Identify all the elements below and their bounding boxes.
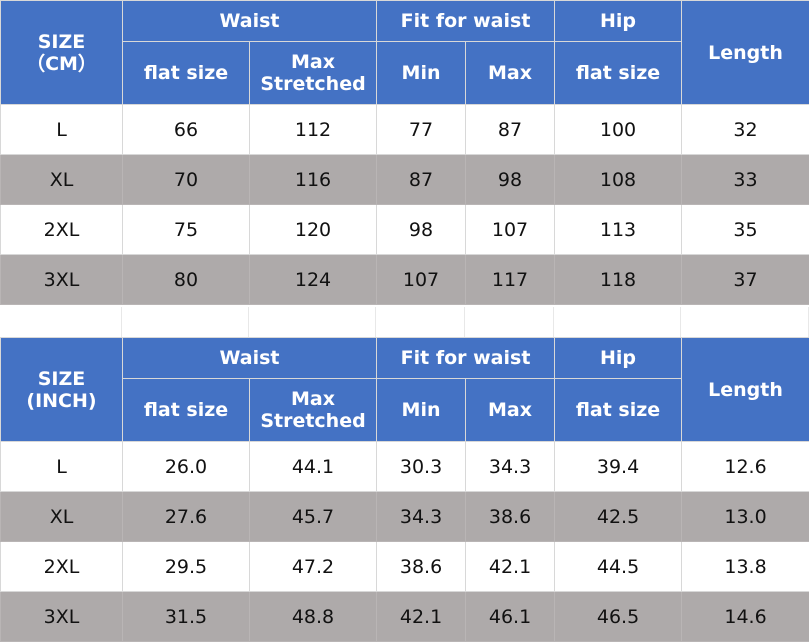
value-cell: 13.0	[682, 492, 809, 542]
table-row: 3XL 31.5 48.8 42.1 46.1 46.5 14.6	[1, 592, 809, 642]
waist-header: Waist	[123, 1, 377, 42]
value-cell: 113	[555, 205, 682, 255]
waist-flat-size-header: flat size	[123, 42, 250, 105]
value-cell: 112	[250, 105, 377, 155]
size-cell: 2XL	[1, 542, 123, 592]
size-cell: XL	[1, 155, 123, 205]
fit-for-waist-header: Fit for waist	[377, 338, 555, 379]
table-row: 3XL 80 124 107 117 118 37	[1, 255, 809, 305]
value-cell: 87	[377, 155, 466, 205]
value-cell: 120	[250, 205, 377, 255]
size-header: SIZE (INCH)	[1, 338, 123, 442]
size-table-inch: SIZE (INCH) Waist Fit for waist Hip Leng…	[0, 337, 809, 642]
value-cell: 12.6	[682, 442, 809, 492]
value-cell: 31.5	[123, 592, 250, 642]
value-cell: 108	[555, 155, 682, 205]
length-header: Length	[682, 338, 809, 442]
size-header: SIZE （CM）	[1, 1, 123, 105]
value-cell: 70	[123, 155, 250, 205]
size-cell: 3XL	[1, 255, 123, 305]
value-cell: 98	[377, 205, 466, 255]
value-cell: 42.5	[555, 492, 682, 542]
value-cell: 107	[466, 205, 555, 255]
value-cell: 46.1	[466, 592, 555, 642]
value-cell: 77	[377, 105, 466, 155]
value-cell: 35	[682, 205, 809, 255]
value-cell: 44.5	[555, 542, 682, 592]
size-cell: 3XL	[1, 592, 123, 642]
size-cell: 2XL	[1, 205, 123, 255]
waist-max-stretched-header: Max Stretched	[250, 379, 377, 442]
hip-header: Hip	[555, 338, 682, 379]
value-cell: 13.8	[682, 542, 809, 592]
table-spacer	[0, 307, 809, 337]
table-row: 2XL 29.5 47.2 38.6 42.1 44.5 13.8	[1, 542, 809, 592]
value-cell: 124	[250, 255, 377, 305]
value-cell: 38.6	[466, 492, 555, 542]
value-cell: 80	[123, 255, 250, 305]
value-cell: 42.1	[466, 542, 555, 592]
value-cell: 37	[682, 255, 809, 305]
value-cell: 44.1	[250, 442, 377, 492]
value-cell: 98	[466, 155, 555, 205]
value-cell: 30.3	[377, 442, 466, 492]
waist-header: Waist	[123, 338, 377, 379]
fit-min-header: Min	[377, 379, 466, 442]
value-cell: 47.2	[250, 542, 377, 592]
table-row: 2XL 75 120 98 107 113 35	[1, 205, 809, 255]
fit-max-header: Max	[466, 42, 555, 105]
table-row: XL 70 116 87 98 108 33	[1, 155, 809, 205]
value-cell: 117	[466, 255, 555, 305]
value-cell: 34.3	[466, 442, 555, 492]
value-cell: 32	[682, 105, 809, 155]
fit-for-waist-header: Fit for waist	[377, 1, 555, 42]
value-cell: 100	[555, 105, 682, 155]
table-row: L 66 112 77 87 100 32	[1, 105, 809, 155]
value-cell: 29.5	[123, 542, 250, 592]
value-cell: 46.5	[555, 592, 682, 642]
size-cell: XL	[1, 492, 123, 542]
value-cell: 118	[555, 255, 682, 305]
waist-flat-size-header: flat size	[123, 379, 250, 442]
value-cell: 48.8	[250, 592, 377, 642]
size-cell: L	[1, 442, 123, 492]
value-cell: 75	[123, 205, 250, 255]
value-cell: 38.6	[377, 542, 466, 592]
hip-flat-size-header: flat size	[555, 379, 682, 442]
value-cell: 26.0	[123, 442, 250, 492]
value-cell: 66	[123, 105, 250, 155]
table-row: XL 27.6 45.7 34.3 38.6 42.5 13.0	[1, 492, 809, 542]
value-cell: 42.1	[377, 592, 466, 642]
fit-min-header: Min	[377, 42, 466, 105]
value-cell: 107	[377, 255, 466, 305]
table-row: L 26.0 44.1 30.3 34.3 39.4 12.6	[1, 442, 809, 492]
value-cell: 87	[466, 105, 555, 155]
fit-max-header: Max	[466, 379, 555, 442]
value-cell: 34.3	[377, 492, 466, 542]
value-cell: 116	[250, 155, 377, 205]
hip-header: Hip	[555, 1, 682, 42]
size-cell: L	[1, 105, 123, 155]
value-cell: 33	[682, 155, 809, 205]
hip-flat-size-header: flat size	[555, 42, 682, 105]
size-table-cm: SIZE （CM） Waist Fit for waist Hip Length…	[0, 0, 809, 305]
waist-max-stretched-header: Max Stretched	[250, 42, 377, 105]
value-cell: 39.4	[555, 442, 682, 492]
value-cell: 14.6	[682, 592, 809, 642]
length-header: Length	[682, 1, 809, 105]
value-cell: 45.7	[250, 492, 377, 542]
value-cell: 27.6	[123, 492, 250, 542]
